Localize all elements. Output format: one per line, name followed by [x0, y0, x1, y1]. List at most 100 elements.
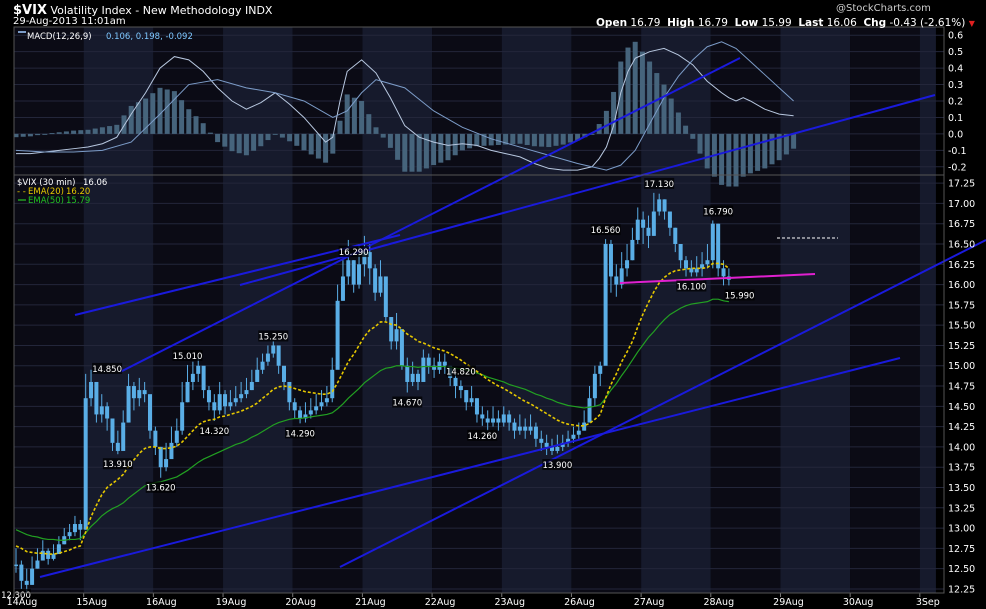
last-value: 16.06: [826, 17, 857, 29]
annotation-label: 14.320: [199, 427, 229, 437]
macd-histogram-bar: [337, 120, 343, 134]
last-label: Last: [798, 17, 824, 29]
macd-histogram-bar: [438, 133, 444, 163]
macd-histogram-bar: [762, 133, 768, 169]
price-ytick-label: 14.50: [948, 402, 975, 413]
price-bar: [303, 414, 308, 419]
price-ytick-label: 12.50: [948, 564, 975, 575]
macd-histogram-bar: [301, 133, 307, 151]
price-bar: [469, 398, 474, 403]
macd-histogram-bar: [524, 133, 530, 145]
price-bar: [351, 260, 356, 285]
price-bar: [394, 329, 399, 342]
macd-histogram-bar: [258, 133, 264, 147]
trendline: [39, 357, 901, 578]
annotation-label: 15.250: [258, 332, 288, 342]
price-bar: [164, 459, 169, 468]
macd-histogram-bar: [647, 61, 653, 134]
macd-histogram-bar: [359, 101, 365, 134]
day-band: [501, 27, 572, 593]
macd-histogram-bar: [690, 133, 696, 139]
price-ytick-label: 15.00: [948, 361, 975, 372]
day-band: [710, 27, 781, 593]
macd-histogram-bar: [85, 129, 91, 134]
price-panel: [14, 192, 731, 593]
price-bar: [83, 398, 88, 530]
macd-histogram-bar: [575, 133, 581, 141]
price-bar: [603, 243, 608, 366]
macd-histogram-bar: [423, 133, 429, 169]
price-bar: [142, 390, 147, 395]
price-ytick-label: 12.75: [948, 544, 975, 555]
price-bar: [153, 430, 158, 447]
macd-histogram-bar: [150, 93, 156, 134]
annotation-label: 12.300: [1, 591, 31, 601]
support-line: [619, 273, 816, 284]
macd-histogram-bar: [27, 133, 33, 137]
price-bar: [158, 446, 163, 468]
price-bar: [716, 223, 721, 269]
macd-histogram-bar: [625, 47, 631, 134]
macd-ytick-label: 0.6: [948, 31, 963, 42]
price-bar: [426, 357, 431, 366]
price-ytick-label: 14.00: [948, 442, 975, 453]
macd-histogram-bar: [107, 126, 113, 134]
macd-histogram-bar: [740, 133, 746, 177]
price-bar: [24, 580, 29, 585]
annotation-label-bg: [1, 588, 31, 600]
annotation-label-bg: [703, 205, 734, 217]
price-bar: [501, 414, 506, 423]
price-bar: [651, 211, 656, 236]
macd-histogram-bar: [747, 133, 753, 174]
macd-histogram-bar: [783, 133, 789, 155]
price-ytick-label: 16.00: [948, 280, 975, 291]
price-bar: [362, 252, 367, 265]
price-bar: [99, 406, 104, 415]
open-value: 16.79: [630, 17, 661, 29]
price-bar: [126, 386, 131, 423]
price-bar: [517, 426, 522, 431]
price-bar: [271, 345, 276, 354]
day-band: [362, 27, 433, 593]
macd-histogram-bar: [719, 133, 725, 185]
annotation-label-bg: [542, 459, 573, 471]
chart-title: $VIX Volatility Index - New Methodology …: [13, 3, 272, 18]
price-bar: [282, 365, 286, 382]
macd-histogram-bar: [510, 133, 516, 145]
macd-histogram-bar: [135, 102, 141, 134]
annotation-label-bg: [258, 330, 289, 342]
macd-histogram-bar: [251, 133, 257, 151]
macd-histogram-bar: [71, 130, 77, 134]
macd-histogram-bar: [164, 89, 170, 134]
xtick-label: 19Aug: [216, 597, 247, 608]
xtick-label: 20Aug: [285, 597, 316, 608]
trendline: [119, 57, 741, 373]
annotation-label-bg: [724, 289, 755, 301]
price-bar: [453, 377, 458, 387]
annotation-label-bg: [445, 365, 476, 377]
price-ytick-label: 14.75: [948, 382, 975, 393]
ema50-line: [15, 298, 729, 541]
price-bar: [105, 406, 110, 419]
symbol-name: Volatility Index - New Methodology: [50, 4, 242, 17]
price-bar: [442, 361, 447, 366]
price-bar: [507, 414, 512, 423]
price-ytick-label: 15.25: [948, 341, 975, 352]
price-bar: [131, 386, 136, 399]
price-bar: [255, 369, 260, 382]
price-bar: [678, 243, 683, 261]
ema20-legend-label: EMA(20): [28, 187, 64, 197]
macd-ytick-label: 0.4: [948, 64, 963, 75]
macd-histogram-bar: [287, 133, 293, 142]
macd-histogram-bar: [675, 112, 681, 134]
high-value: 16.79: [697, 17, 728, 29]
price-ytick-label: 13.25: [948, 503, 975, 514]
macd-histogram-bar: [63, 131, 69, 134]
macd-histogram-bar: [42, 133, 48, 135]
xtick-label: 14Aug: [7, 597, 38, 608]
price-bar: [576, 430, 581, 435]
chg-value: -0.43 (-2.61%): [889, 17, 966, 29]
price-bar: [474, 398, 479, 415]
price-bar: [705, 260, 710, 265]
macd-histogram-bar: [157, 87, 163, 134]
